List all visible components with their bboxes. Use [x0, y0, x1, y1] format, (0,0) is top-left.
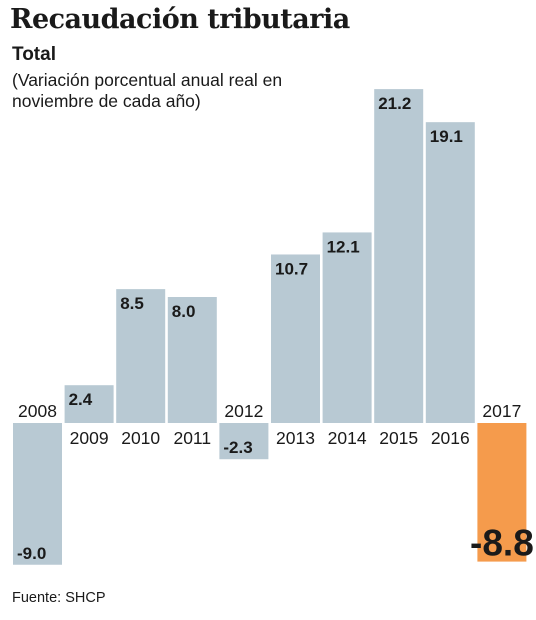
year-label: 2011: [173, 428, 211, 448]
bar-2011: [167, 297, 217, 423]
bar-2017: [477, 423, 527, 562]
chart-title: Recaudación tributaria: [10, 4, 350, 35]
bar-2009: [64, 385, 114, 423]
bar-2008: [13, 423, 62, 565]
year-label: 2010: [121, 428, 160, 448]
bar-value-label: 8.5: [120, 294, 144, 313]
chart-source: Fuente: SHCP: [12, 590, 106, 606]
bar-value-label: -8.8: [470, 523, 534, 564]
chart-note: (Variación porcentual anual real en novi…: [12, 70, 283, 111]
year-label: 2014: [328, 428, 367, 448]
bar-value-label: 2.4: [69, 390, 93, 409]
chart-subtitle: Total: [12, 44, 56, 65]
year-label: 2016: [431, 428, 470, 448]
year-label: 2008: [18, 401, 57, 421]
bar-value-label: 12.1: [327, 237, 360, 256]
bar-2014: [322, 232, 372, 423]
year-label: 2012: [224, 401, 263, 421]
year-label: 2009: [70, 428, 109, 448]
bar-2013: [271, 254, 320, 423]
bar-value-label: 19.1: [430, 127, 463, 146]
bar-value-label: -9.0: [17, 544, 46, 563]
bar-2016: [425, 122, 475, 424]
bar-value-label: 21.2: [378, 94, 411, 113]
bar-2010: [116, 289, 166, 423]
bar-value-label: 10.7: [275, 259, 308, 278]
bar-value-label: 8.0: [172, 302, 196, 321]
year-label: 2013: [276, 428, 315, 448]
bar-2015: [374, 89, 424, 423]
bar-2012: [219, 423, 269, 460]
year-label: 2015: [379, 428, 418, 448]
year-label: 2017: [482, 401, 521, 421]
bar-value-label: -2.3: [223, 438, 252, 457]
